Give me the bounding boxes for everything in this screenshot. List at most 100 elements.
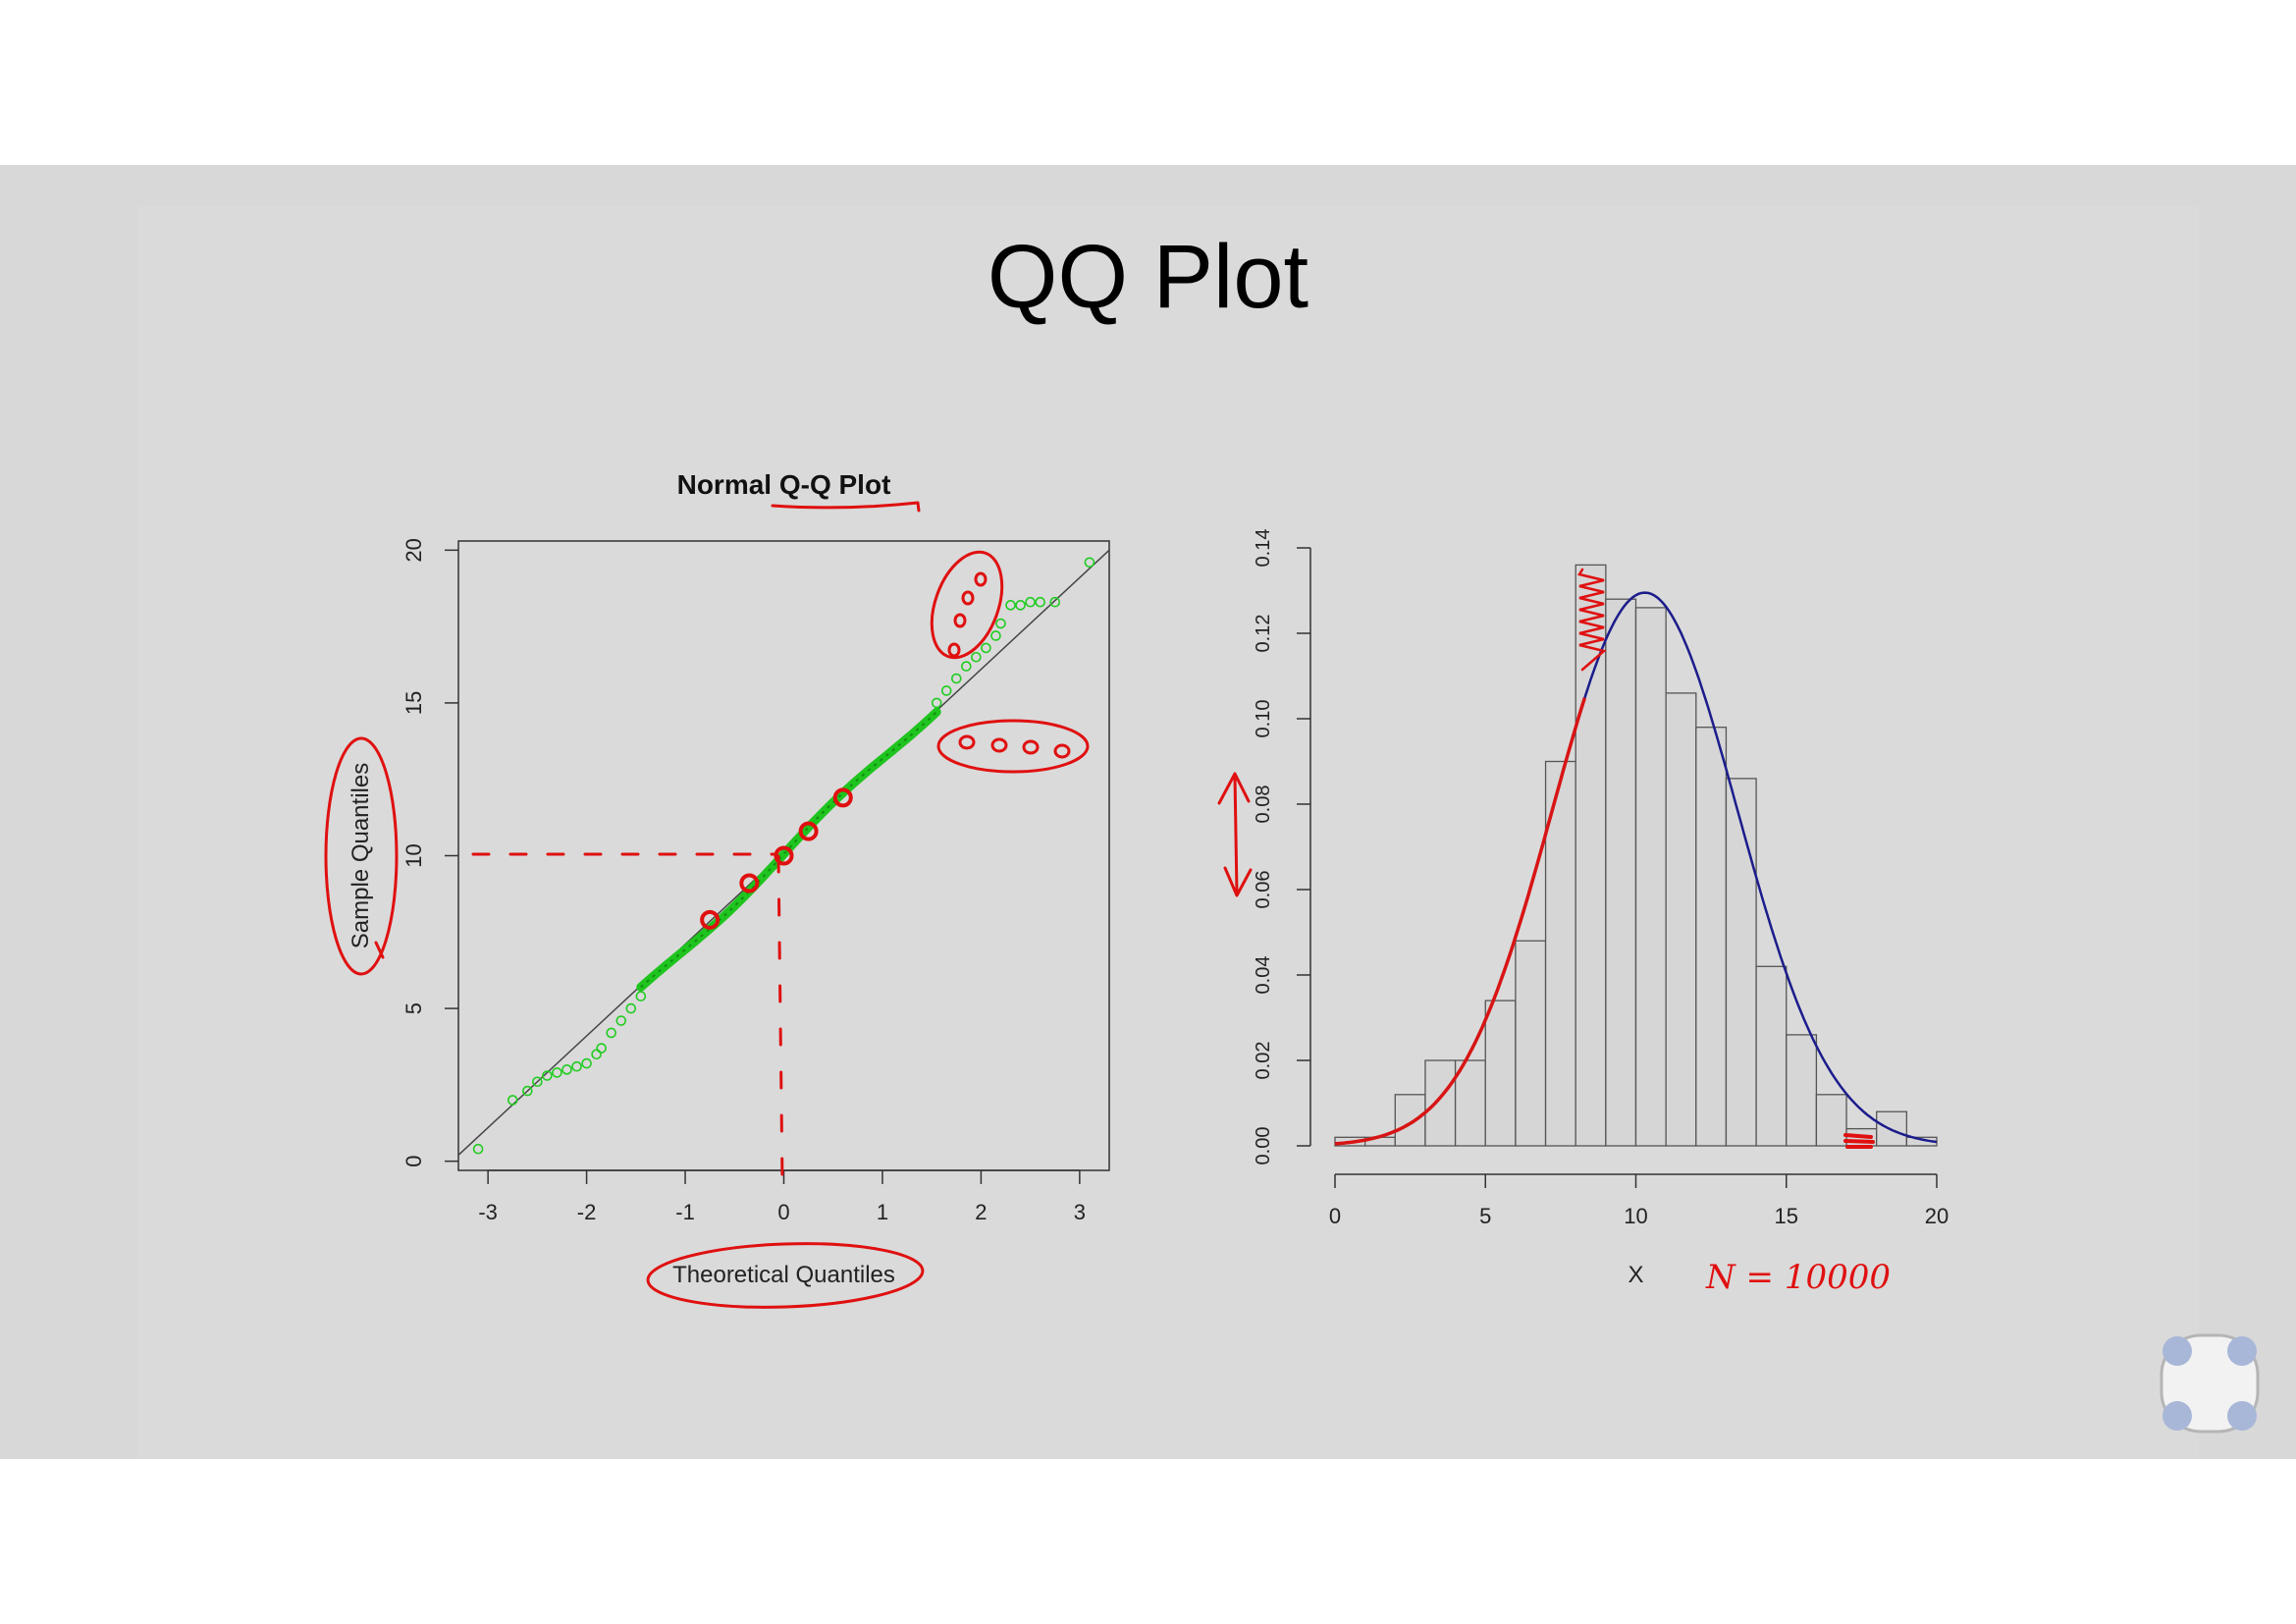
histogram-bar: [1394, 1094, 1426, 1147]
histogram-bar: [1725, 778, 1757, 1147]
qq-sample-point: [1015, 600, 1026, 611]
nav-dot-icon: [2227, 1401, 2257, 1431]
annotation-ylabel-circle: [324, 736, 399, 976]
qq-x-tick-label: 2: [975, 1200, 987, 1224]
qq-x-tick-label: -3: [478, 1200, 498, 1224]
qq-y-tick-label: 20: [401, 538, 426, 562]
qq-sample-point: [1035, 596, 1045, 608]
histogram-bar: [1454, 1059, 1486, 1147]
slide-title: QQ Plot: [987, 227, 1309, 327]
qq-sample-point: [940, 685, 952, 696]
qq-sample-point: [552, 1067, 562, 1078]
hist-x-tick-label: 20: [1925, 1204, 1949, 1228]
annotation-tail-point-upper: [974, 571, 988, 587]
qq-sample-point: [591, 1049, 602, 1060]
annotation-point-marker: [739, 873, 760, 893]
annotation-curve-trace: [1334, 697, 1587, 1146]
hist-y-tick-label: 0.02: [1253, 1042, 1274, 1080]
histogram-bar: [1665, 692, 1697, 1147]
qq-sample-point: [1084, 557, 1095, 568]
qq-y-tick-label: 10: [401, 843, 426, 867]
annotation-tail-point-right: [990, 737, 1008, 753]
annotation-ylabel-tail: [374, 941, 385, 959]
annotation-point-marker: [832, 787, 853, 808]
qq-sample-point: [596, 1043, 607, 1054]
qq-x-axis-label: Theoretical Quantiles: [672, 1262, 895, 1288]
qq-sample-point: [581, 1057, 592, 1069]
qq-sample-point: [981, 642, 991, 654]
annotation-title-underline: [771, 501, 921, 513]
hist-y-tick-label: 0.04: [1253, 956, 1274, 995]
qq-sample-point: [532, 1076, 543, 1088]
qq-sample-point: [1025, 596, 1036, 608]
hist-x-axis-label: X: [1628, 1262, 1643, 1288]
qq-sample-point: [606, 1027, 617, 1039]
hist-y-tick-label: 0.12: [1253, 615, 1274, 653]
qq-y-axis-label: Sample Quantiles: [347, 763, 374, 948]
annotation-dashed-vertical: [776, 854, 784, 1185]
hist-y-tick-label: 0.00: [1253, 1127, 1274, 1165]
qq-sample-point: [472, 1143, 484, 1155]
annotation-tail-point-right: [1022, 739, 1040, 755]
annotation-n-label: N = 10000: [1705, 1258, 1891, 1297]
qq-sample-point: [990, 630, 1001, 641]
annotation-tail-point-upper: [947, 642, 961, 658]
hist-x-tick-label: 0: [1329, 1204, 1341, 1228]
hist-x-tick-label: 5: [1479, 1204, 1491, 1228]
annotation-tail-circle-right: [936, 719, 1090, 774]
histogram-bar: [1786, 1034, 1818, 1147]
qq-sample-point: [522, 1085, 533, 1097]
nav-dot-icon: [2163, 1401, 2192, 1431]
qq-x-tick-label: 0: [777, 1200, 789, 1224]
qq-sample-point: [571, 1060, 582, 1072]
qq-sample-point: [961, 661, 972, 672]
annotation-double-arrow-shaft: [1233, 774, 1239, 895]
histogram-bar: [1544, 760, 1576, 1147]
qq-sample-point: [625, 1002, 637, 1014]
histogram-bar: [1695, 727, 1728, 1147]
annotation-tail-circle-upper: [930, 550, 1004, 660]
annotation-tail-point-right: [958, 734, 976, 750]
qq-x-tick-label: -2: [577, 1200, 597, 1224]
qq-sample-point: [561, 1064, 572, 1075]
qq-y-tick-label: 5: [401, 1002, 426, 1014]
histogram-bar: [1634, 607, 1667, 1147]
qq-y-tick-label: 0: [401, 1156, 426, 1167]
qq-sample-points-band-outline: [640, 711, 937, 989]
qq-sample-point: [1005, 600, 1016, 611]
hist-y-tick-label: 0.06: [1253, 871, 1274, 909]
hist-x-tick-label: 10: [1624, 1204, 1647, 1228]
annotation-tail-point-upper: [953, 613, 967, 628]
annotation-bar-scribble: [1577, 568, 1607, 672]
slide-panel: [137, 206, 2199, 1459]
hist-y-tick-label: 0.10: [1253, 700, 1274, 738]
hist-x-tick-label: 15: [1775, 1204, 1798, 1228]
qq-sample-point: [615, 1015, 627, 1026]
qq-sample-point: [542, 1070, 553, 1081]
qq-x-tick-label: 1: [877, 1200, 888, 1224]
histogram-bar: [1605, 598, 1637, 1147]
qq-sample-point: [1049, 596, 1061, 608]
qq-y-tick-label: 15: [401, 691, 426, 715]
slide-navigation-widget[interactable]: [2156, 1329, 2264, 1437]
annotation-tail-bar-scribble: [1843, 1133, 1875, 1149]
annotation-arrow-down-icon: [1223, 866, 1253, 897]
qq-sample-point: [931, 697, 942, 709]
histogram-bar: [1515, 940, 1547, 1147]
annotation-point-marker: [798, 821, 819, 841]
nav-dot-icon: [2227, 1336, 2257, 1366]
qq-x-tick-label: 3: [1074, 1200, 1086, 1224]
qq-sample-point: [971, 651, 982, 663]
qq-sample-point: [950, 673, 962, 684]
annotation-point-marker: [774, 845, 794, 866]
nav-dot-icon: [2163, 1336, 2192, 1366]
qq-sample-point: [635, 991, 647, 1001]
qq-x-tick-label: -1: [675, 1200, 695, 1224]
histogram-bar: [1755, 965, 1788, 1147]
histogram-bar: [1484, 1000, 1517, 1147]
annotation-arrow-up-icon: [1217, 772, 1251, 805]
annotation-tail-point-upper: [961, 590, 975, 606]
annotation-point-marker: [700, 909, 721, 930]
qq-sample-point: [507, 1095, 518, 1106]
